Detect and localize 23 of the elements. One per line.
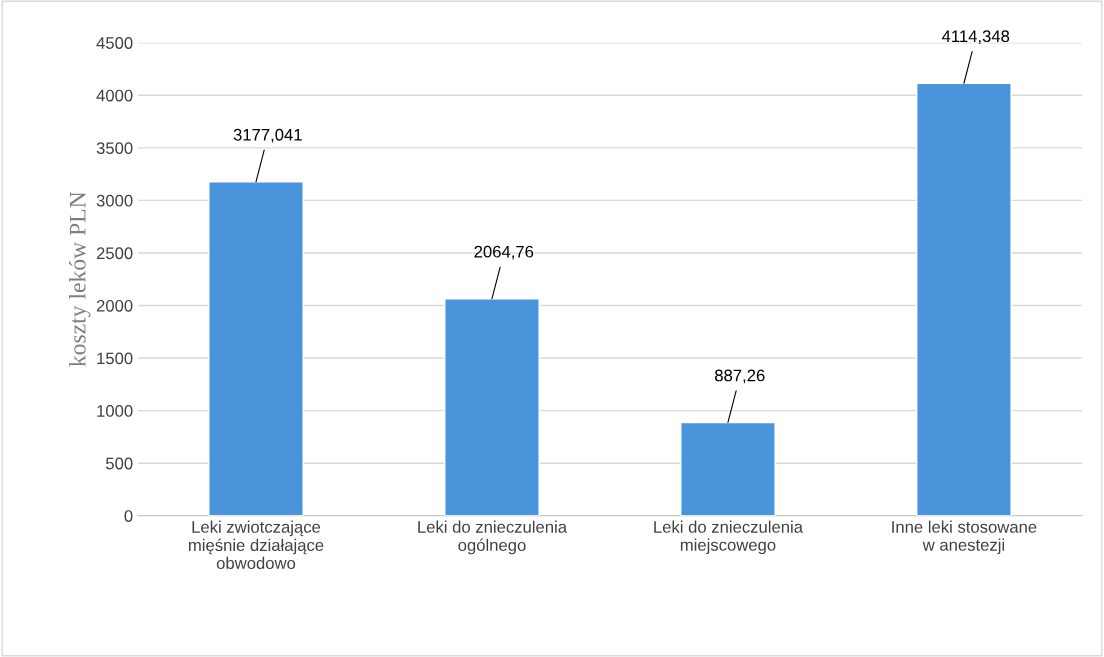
y-tick-label: 4500 bbox=[96, 37, 133, 49]
y-tick-label: 500 bbox=[106, 457, 133, 470]
x-tick-label: Leki do znieczulenia miejscowego bbox=[654, 520, 803, 555]
data-label: 887,26 bbox=[714, 369, 765, 384]
y-tick-label: 3500 bbox=[96, 142, 133, 155]
x-tick-label: Inne leki stosowane w anestezji bbox=[892, 520, 1037, 555]
y-tick-label: 2500 bbox=[96, 247, 133, 260]
data-label: 4114,348 bbox=[941, 30, 1010, 45]
y-tick-label: 4000 bbox=[96, 89, 133, 102]
y-tick-label: 1500 bbox=[97, 352, 133, 365]
data-label: 2064,76 bbox=[474, 245, 534, 260]
y-axis-title: koszty leków PLN bbox=[69, 191, 91, 367]
x-tick-label: Leki do znieczulenia ogólnego bbox=[418, 520, 568, 555]
y-tick-label: 2000 bbox=[96, 299, 133, 312]
bar bbox=[444, 298, 540, 516]
y-tick-label: 0 bbox=[124, 510, 133, 522]
bar bbox=[208, 181, 304, 516]
y-tick-label: 1000 bbox=[97, 405, 133, 417]
x-tick-label: Leki zwiotczające mięśnie działające obwodowo bbox=[189, 520, 324, 570]
y-tick-label: 3000 bbox=[96, 194, 133, 207]
bar bbox=[916, 82, 1012, 516]
data-label: 3177,041 bbox=[233, 128, 302, 143]
bar bbox=[680, 421, 776, 516]
